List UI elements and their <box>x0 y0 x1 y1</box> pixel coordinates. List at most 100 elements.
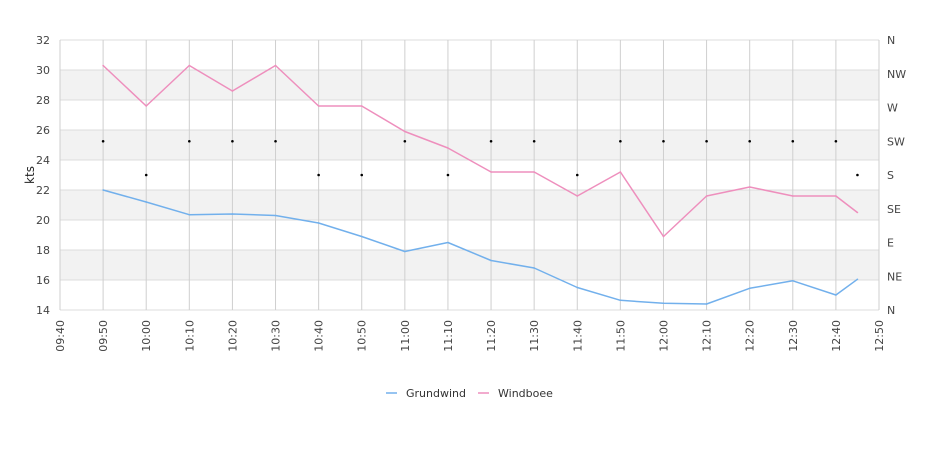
x-tick-label: 12:00 <box>657 320 670 352</box>
direction-point <box>575 173 579 177</box>
data-point-windboee <box>856 211 859 214</box>
y-tick-label: 16 <box>36 274 50 287</box>
legend: Grundwind Windboee <box>386 387 553 400</box>
data-point-grundwind <box>231 213 234 215</box>
data-point-windboee <box>835 195 837 197</box>
direction-point <box>489 139 493 143</box>
x-tick-label: 11:30 <box>528 320 541 352</box>
grid-band <box>60 190 879 220</box>
direction-point <box>144 173 148 177</box>
data-point-grundwind <box>662 302 665 305</box>
data-point-windboee <box>360 105 363 107</box>
grid-band <box>60 130 879 160</box>
data-point-windboee <box>791 195 794 197</box>
direction-point <box>446 173 450 177</box>
y2-tick-label: N <box>887 304 895 317</box>
y-tick-label: 18 <box>36 244 50 257</box>
legend-label-grundwind: Grundwind <box>406 387 466 400</box>
direction-point <box>403 139 407 143</box>
data-point-windboee <box>705 195 708 197</box>
data-point-grundwind <box>360 235 363 238</box>
x-tick-label: 11:40 <box>571 320 584 352</box>
y-tick-label: 30 <box>36 64 50 77</box>
x-tick-label: 11:50 <box>614 320 627 352</box>
data-point-windboee <box>145 105 148 107</box>
direction-point <box>834 139 838 143</box>
direction-point <box>274 139 277 143</box>
data-point-grundwind <box>404 250 406 253</box>
data-point-grundwind <box>576 286 579 289</box>
y2-tick-label: N <box>887 34 895 47</box>
data-point-grundwind <box>317 222 320 224</box>
data-point-grundwind <box>835 294 837 296</box>
data-point-windboee <box>188 64 191 67</box>
grid-band <box>60 70 879 100</box>
data-point-windboee <box>317 105 320 107</box>
x-axis-ticks: 09:40 09:50 10:00 10:10 10:20 10:30 10:40 10:50… <box>54 320 886 352</box>
data-point-grundwind <box>705 303 708 305</box>
direction-point <box>705 139 708 143</box>
legend-label-windboee: Windboee <box>498 387 553 400</box>
data-point-windboee <box>447 147 449 149</box>
y-axis-label: kts <box>23 166 37 184</box>
y-tick-label: 26 <box>36 124 50 137</box>
x-tick-label: 12:30 <box>787 320 800 352</box>
y-tick-label: 20 <box>36 214 50 227</box>
y2-tick-label: E <box>887 237 894 250</box>
x-tick-label: 10:30 <box>270 320 283 352</box>
plot-bands <box>60 70 879 280</box>
x-tick-label: 10:10 <box>183 320 196 352</box>
x-tick-label: 11:20 <box>485 320 498 352</box>
y-tick-label: 32 <box>36 34 50 47</box>
x-tick-label: 12:20 <box>744 320 757 352</box>
data-point-windboee <box>748 186 751 188</box>
data-point-grundwind <box>447 241 449 244</box>
x-tick-label: 09:40 <box>54 320 67 352</box>
y-tick-label: 22 <box>36 184 50 197</box>
grid-band <box>60 250 879 280</box>
direction-point <box>188 139 191 143</box>
data-point-grundwind <box>274 214 277 217</box>
direction-point <box>532 139 536 143</box>
y-tick-label: 24 <box>36 154 50 167</box>
x-tick-label: 12:40 <box>830 320 843 352</box>
y-axis-ticks: 14 16 18 20 22 24 26 28 30 32 <box>36 34 50 317</box>
direction-point <box>231 139 234 143</box>
data-point-windboee <box>102 64 104 67</box>
direction-point <box>856 173 859 177</box>
x-tick-label: 12:10 <box>701 320 714 352</box>
y2-tick-label: SE <box>887 203 901 216</box>
direction-point <box>748 139 751 143</box>
direction-point <box>791 139 795 143</box>
x-tick-label: 10:20 <box>226 320 239 352</box>
data-point-grundwind <box>188 213 191 216</box>
data-point-windboee <box>404 130 406 133</box>
direction-point <box>619 139 622 143</box>
y2-tick-label: NW <box>887 68 906 81</box>
x-tick-label: 10:50 <box>356 320 369 352</box>
data-point-grundwind <box>791 279 794 282</box>
direction-point <box>662 139 665 143</box>
data-point-windboee <box>533 171 535 173</box>
x-tick-label: 11:10 <box>442 320 455 352</box>
direction-point <box>360 173 364 177</box>
data-point-windboee <box>490 171 492 173</box>
y2-axis-ticks: N NE E SE S SW W NW N <box>887 34 906 317</box>
data-point-windboee <box>662 235 665 238</box>
x-tick-label: 09:50 <box>97 320 110 352</box>
data-point-grundwind <box>748 287 751 290</box>
data-point-grundwind <box>619 299 622 302</box>
data-point-grundwind <box>102 189 104 191</box>
data-point-windboee <box>576 195 579 197</box>
data-point-grundwind <box>145 201 148 203</box>
direction-point <box>317 173 320 177</box>
data-point-grundwind <box>490 259 492 262</box>
data-point-windboee <box>619 171 622 173</box>
y2-tick-label: S <box>887 169 894 182</box>
y-tick-label: 14 <box>36 304 50 317</box>
data-point-grundwind <box>856 278 859 281</box>
x-tick-label: 10:00 <box>140 320 153 352</box>
y2-tick-label: NE <box>887 270 902 283</box>
